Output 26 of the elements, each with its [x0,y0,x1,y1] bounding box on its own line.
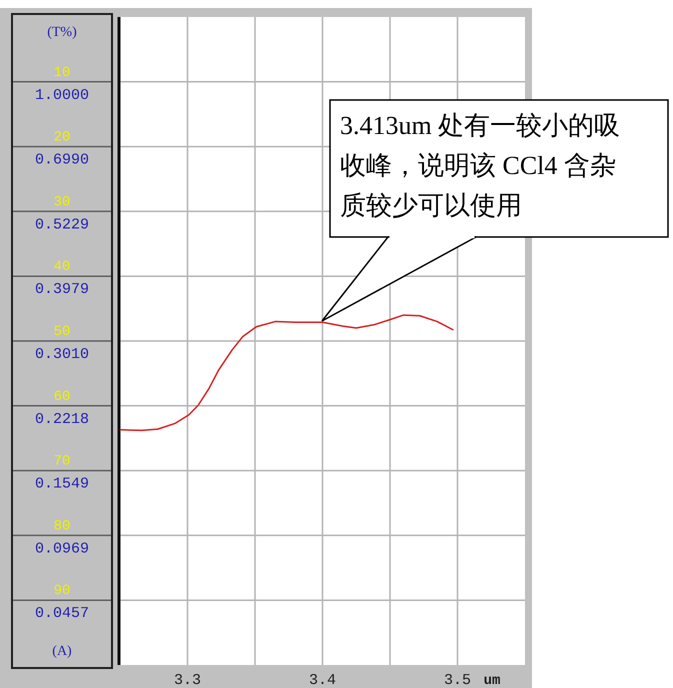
callout: 3.413um 处有一较小的吸收峰，说明该 CCl4 含杂质较少可以使用 [321,99,669,322]
text: 0.1549 [34,476,90,493]
x-tick-label: 3.4 [308,672,336,688]
text: 0.5229 [34,216,90,234]
y-tick-label: 60 [54,388,70,405]
y-tick-label: 30 [54,194,70,210]
y-tick-label: 80 [54,518,70,534]
text: 0.2218 [34,410,90,428]
y-tick-label: 10 [54,64,70,81]
text: 0.3979 [34,281,90,298]
y-tick-label: 90 [54,583,70,600]
x-tick-label: 3.3 [174,672,202,688]
y-tick-label: 50 [54,324,70,340]
y2-axis-title: (A) [52,644,72,659]
annotation: 3.413um 处有一较小的吸收峰，说明该 CCl4 含杂质较少可以使用 [340,110,622,222]
text: 0.0969 [34,540,90,558]
text: 0.6990 [34,152,90,169]
y-tick-label: 70 [54,454,70,470]
y-tick-label: 20 [54,130,70,146]
text: 0.3010 [34,346,90,363]
x-tick-label: 3.5 [444,672,472,688]
y-axis-title: (T%) [47,25,78,40]
y-tick-label: 40 [54,259,70,276]
text: 1.0000 [34,86,90,104]
x-axis-title: um [484,673,500,688]
text: 0.0457 [34,605,90,622]
